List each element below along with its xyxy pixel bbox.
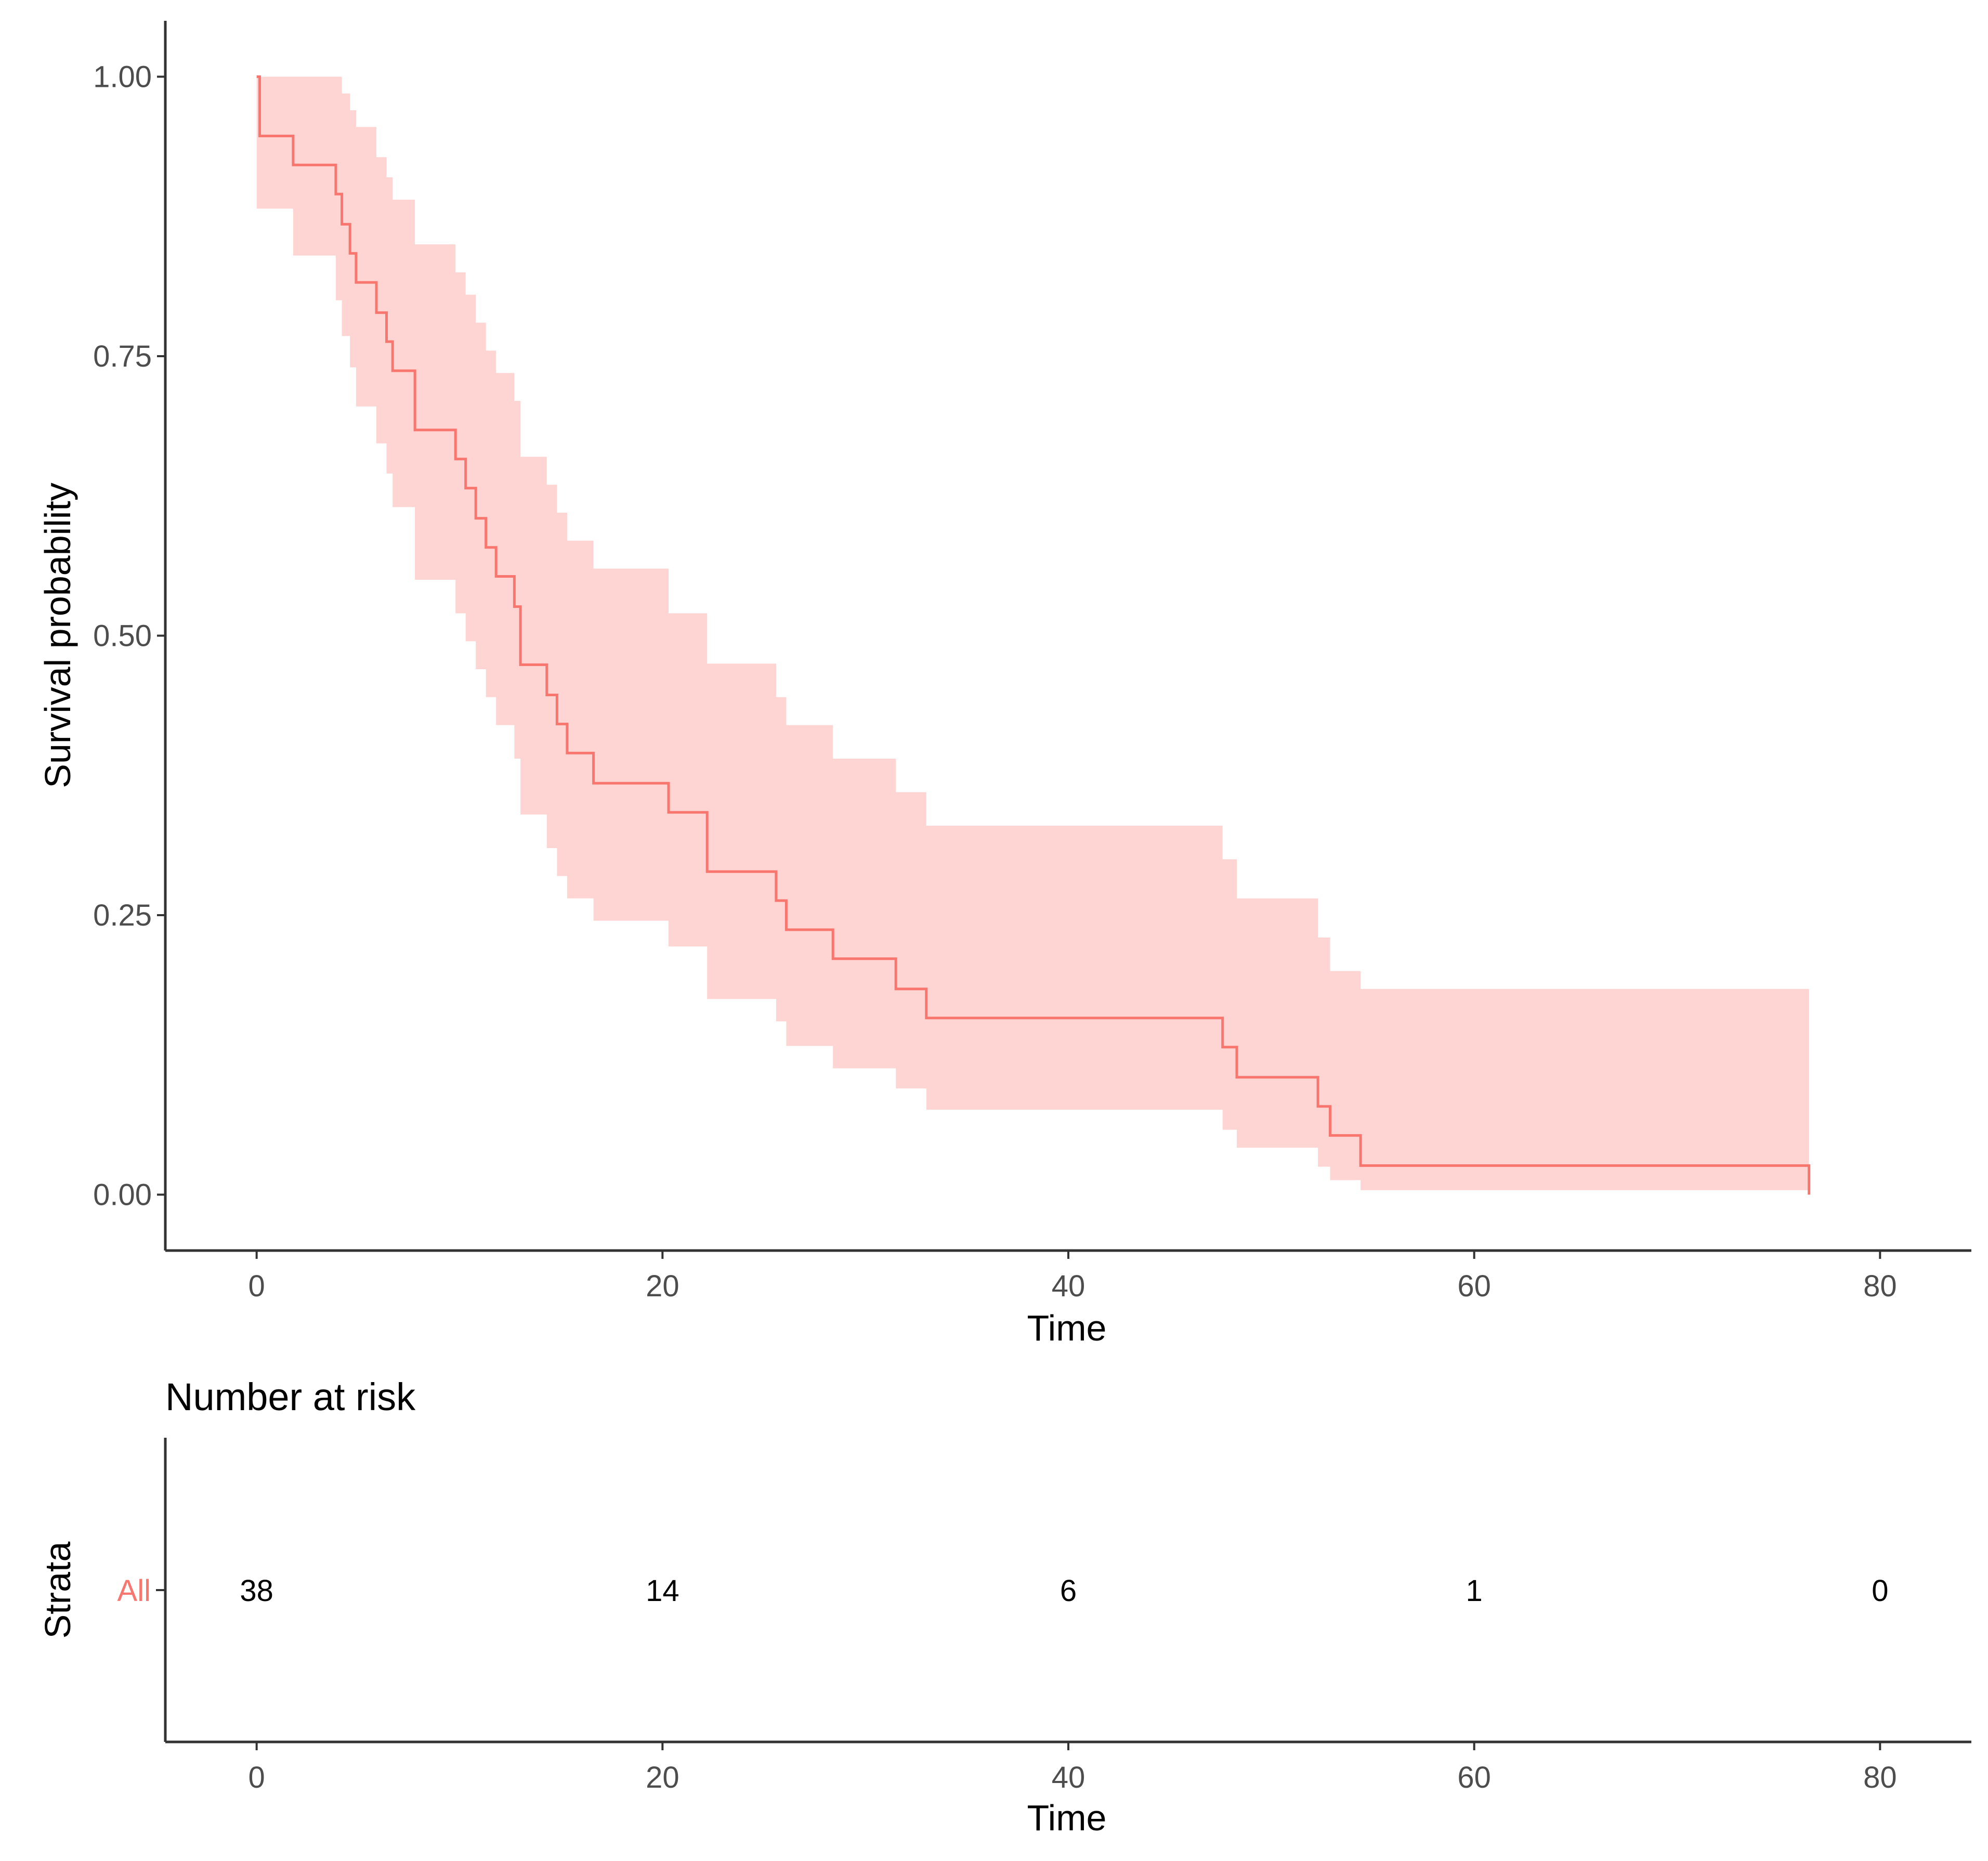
y-tick-label: 0.50 (93, 619, 152, 653)
x-axis-title: Time (1027, 1308, 1107, 1348)
risk-counts: 38 14 6 1 0 (240, 1574, 1888, 1608)
y-tick-label: 0.00 (93, 1178, 152, 1212)
risk-count: 0 (1872, 1574, 1888, 1608)
risk-table-title: Number at risk (165, 1375, 416, 1418)
y-axis-ticks: 0.00 0.25 0.50 0.75 1.00 (93, 60, 165, 1212)
survival-curve (256, 75, 1811, 1195)
risk-count: 38 (240, 1574, 273, 1608)
risk-table-y-axis-title: Strata (37, 1542, 78, 1639)
strata-label-all: All (117, 1574, 151, 1608)
risk-count: 14 (646, 1574, 679, 1608)
x-tick-label: 60 (1457, 1269, 1491, 1303)
x-tick-label: 0 (248, 1269, 265, 1303)
risk-x-tick-label: 40 (1052, 1761, 1085, 1794)
y-tick-label: 0.75 (93, 340, 152, 373)
risk-table-x-axis-ticks: 0 20 40 60 80 (248, 1742, 1897, 1794)
risk-count: 1 (1466, 1574, 1483, 1608)
y-tick-label: 1.00 (93, 60, 152, 94)
risk-x-tick-label: 0 (248, 1761, 265, 1794)
confidence-band (256, 76, 1809, 1190)
risk-x-tick-label: 80 (1863, 1761, 1897, 1794)
x-tick-label: 20 (646, 1269, 679, 1303)
y-tick-label: 0.25 (93, 899, 152, 932)
x-tick-label: 80 (1863, 1269, 1897, 1303)
y-axis-title: Survival probability (37, 483, 78, 788)
risk-x-tick-label: 20 (646, 1761, 679, 1794)
risk-count: 6 (1060, 1574, 1077, 1608)
risk-table-panel: Number at risk Strata All 38 14 6 1 0 0 20 40 6… (37, 1375, 1971, 1838)
risk-table-x-axis-title: Time (1027, 1798, 1107, 1838)
x-axis-ticks: 0 20 40 60 80 (248, 1251, 1897, 1303)
survival-plot-panel: 0.00 0.25 0.50 0.75 1.00 0 20 40 60 80 Survival … (37, 21, 1971, 1348)
x-tick-label: 40 (1052, 1269, 1085, 1303)
risk-x-tick-label: 60 (1457, 1761, 1491, 1794)
